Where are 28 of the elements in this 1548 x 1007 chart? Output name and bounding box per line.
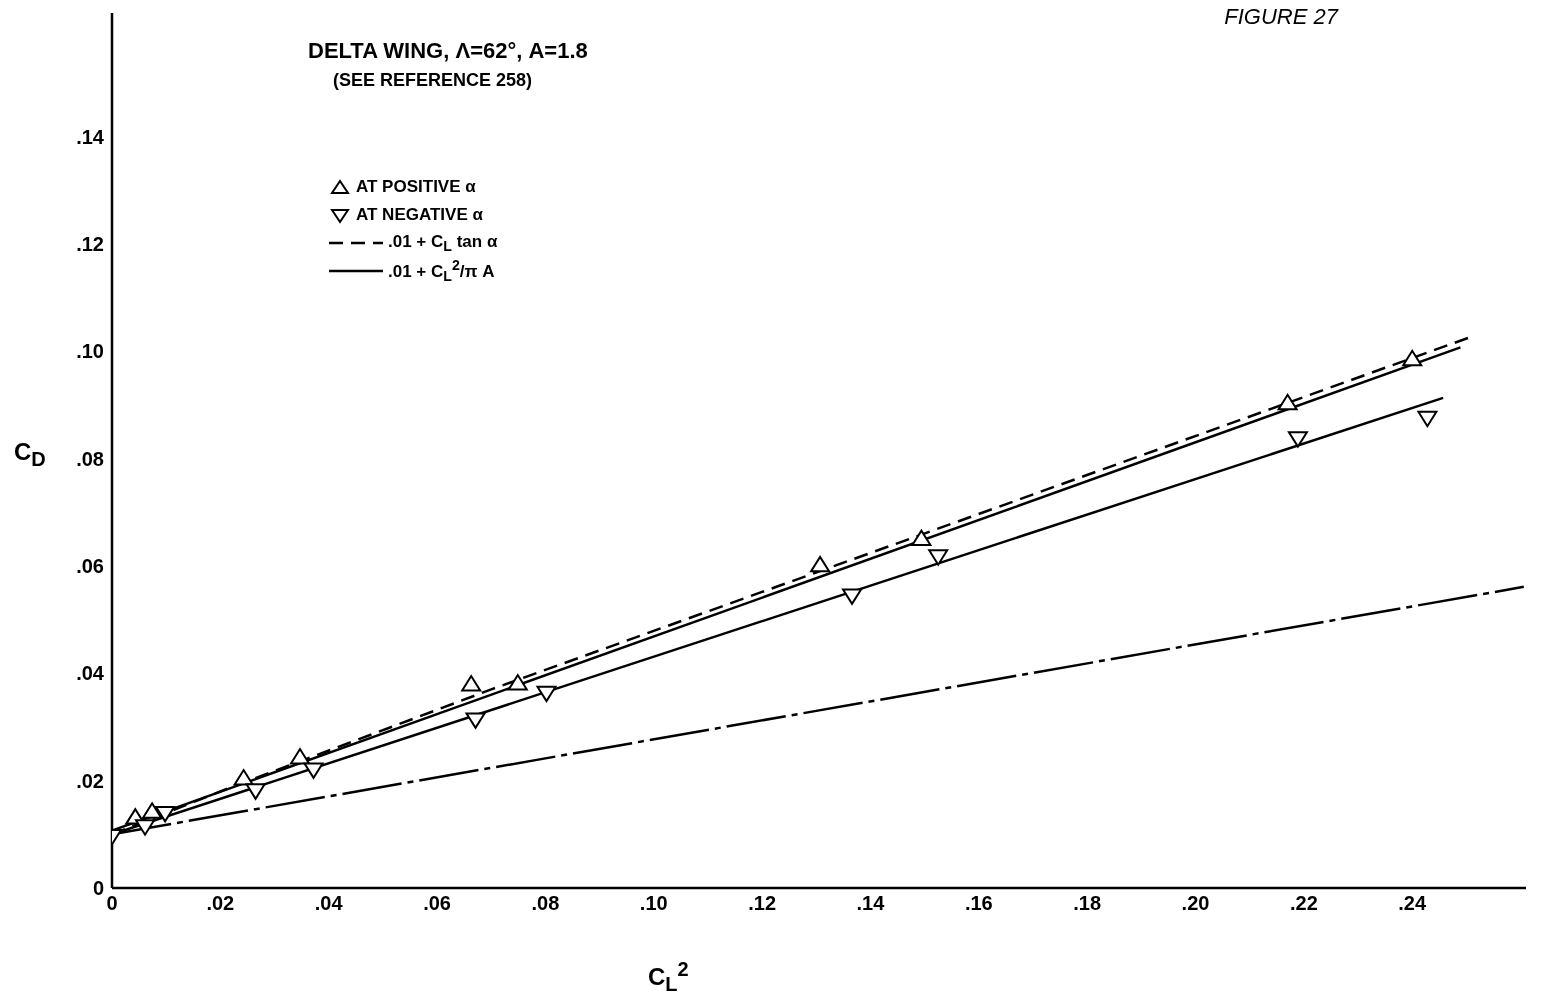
x-tick-label: .04 <box>314 892 344 915</box>
annotation: FIGURE 27 <box>1224 4 1338 30</box>
y-tick-label: .08 <box>76 447 104 470</box>
legend-label: .01 + C$_{L}$$^{2}$/π A <box>388 257 495 285</box>
y-tick-label: .12 <box>76 232 104 255</box>
y-axis-title: C$_{D}$ <box>14 438 46 471</box>
y-tick-label: .14 <box>76 125 105 148</box>
legend-label: .01 + C$_{L}$ tan α <box>388 231 498 255</box>
x-tick-label: .06 <box>423 892 451 915</box>
y-tick-label: .10 <box>76 340 104 363</box>
x-tick-label: .02 <box>206 892 235 915</box>
y-tick-label: .04 <box>76 662 105 685</box>
x-tick-label: .24 <box>1398 892 1427 915</box>
x-tick-label: .12 <box>748 892 777 915</box>
x-tick-label: .08 <box>531 892 560 915</box>
text: DELTA WING, Λ=62°, A=1.8 <box>308 38 588 64</box>
legend-label: AT POSITIVE α <box>356 177 476 197</box>
y-tick-label: .06 <box>76 555 104 578</box>
y-tick-label: .02 <box>76 769 104 792</box>
x-tick-label: .22 <box>1289 892 1318 915</box>
x-tick-label: .10 <box>639 892 668 915</box>
text: (SEE REFERENCE 258) <box>333 70 533 91</box>
x-tick-label: .14 <box>856 892 886 915</box>
y-tick-label: 0 <box>92 877 104 900</box>
x-tick-label: .18 <box>1073 892 1102 915</box>
x-tick-label: .16 <box>964 892 993 915</box>
legend-label: AT NEGATIVE α <box>356 205 483 225</box>
x-tick-label: .20 <box>1181 892 1210 915</box>
